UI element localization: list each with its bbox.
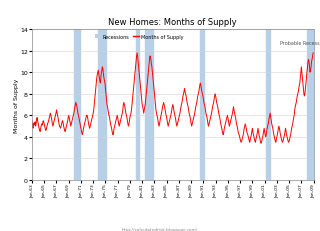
- Bar: [145, 30, 153, 180]
- Bar: [136, 30, 139, 180]
- Legend: Recessions, Months of Supply: Recessions, Months of Supply: [93, 32, 185, 41]
- Text: Probable Recession: Probable Recession: [280, 41, 320, 46]
- Y-axis label: Months of Supply: Months of Supply: [13, 78, 19, 132]
- Title: New Homes: Months of Supply: New Homes: Months of Supply: [108, 18, 237, 27]
- Bar: [266, 30, 270, 180]
- Bar: [98, 30, 107, 180]
- Bar: [200, 30, 204, 180]
- Text: http://calculatedrisk.blogspot.com/: http://calculatedrisk.blogspot.com/: [122, 227, 198, 231]
- Bar: [74, 30, 80, 180]
- Bar: [307, 30, 316, 180]
